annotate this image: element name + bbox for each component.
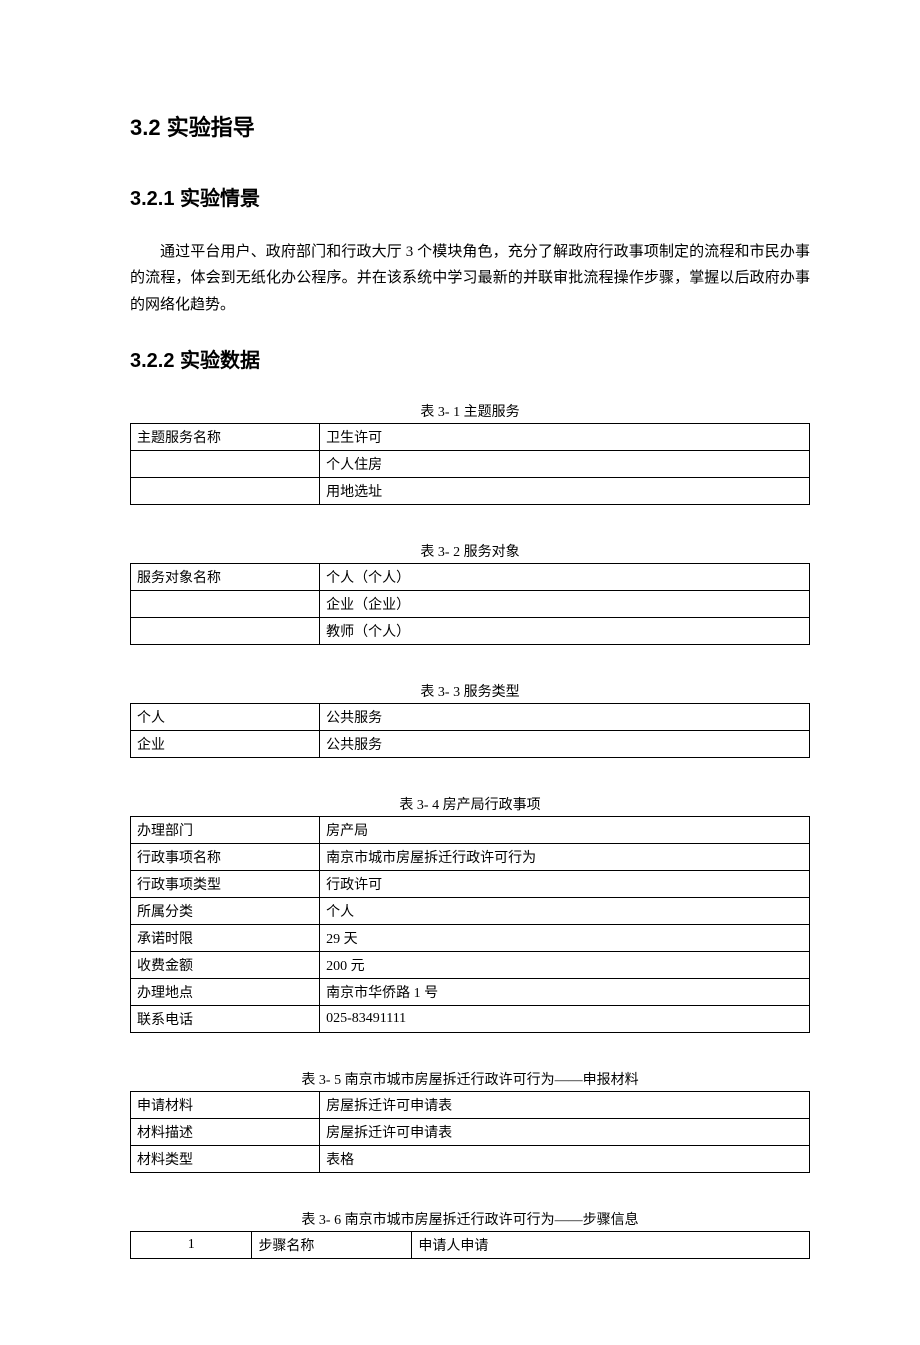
table-row: 行政事项名称南京市城市房屋拆迁行政许可行为 — [131, 843, 810, 870]
table-cell: 房屋拆迁许可申请表 — [320, 1118, 810, 1145]
table-row: 教师（个人） — [131, 617, 810, 644]
table-cell: 房屋拆迁许可申请表 — [320, 1091, 810, 1118]
table-cell: 个人 — [320, 897, 810, 924]
table-row: 联系电话025-83491111 — [131, 1005, 810, 1032]
table-cell: 用地选址 — [320, 477, 810, 504]
table-cell: 行政事项名称 — [131, 843, 320, 870]
document-page: 3.2 实验指导 3.2.1 实验情景 通过平台用户、政府部门和行政大厅 3 个… — [0, 0, 920, 1345]
table-cell: 申请人申请 — [412, 1231, 810, 1258]
table-row: 行政事项类型行政许可 — [131, 870, 810, 897]
table-cell: 承诺时限 — [131, 924, 320, 951]
table-row: 承诺时限29 天 — [131, 924, 810, 951]
table-cell: 南京市华侨路 1 号 — [320, 978, 810, 1005]
table-row: 收费金额200 元 — [131, 951, 810, 978]
table-row: 企业 公共服务 — [131, 730, 810, 757]
table-3-3-caption: 表 3- 3 服务类型 — [130, 681, 810, 701]
table-cell: 材料类型 — [131, 1145, 320, 1172]
table-row: 申请材料房屋拆迁许可申请表 — [131, 1091, 810, 1118]
table-cell: 1 — [131, 1231, 252, 1258]
table-3-2-caption: 表 3- 2 服务对象 — [130, 541, 810, 561]
table-3-1: 主题服务名称 卫生许可 个人住房 用地选址 — [130, 423, 810, 505]
table-row: 材料描述房屋拆迁许可申请表 — [131, 1118, 810, 1145]
table-cell — [131, 590, 320, 617]
table-cell: 个人 — [131, 703, 320, 730]
table-row: 材料类型表格 — [131, 1145, 810, 1172]
table-cell: 200 元 — [320, 951, 810, 978]
table-cell — [131, 477, 320, 504]
table-row: 企业（企业） — [131, 590, 810, 617]
table-row: 办理部门房产局 — [131, 816, 810, 843]
table-3-6-caption: 表 3- 6 南京市城市房屋拆迁行政许可行为——步骤信息 — [130, 1209, 810, 1229]
heading-3-2-2: 3.2.2 实验数据 — [130, 344, 810, 373]
table-cell: 收费金额 — [131, 951, 320, 978]
table-cell: 南京市城市房屋拆迁行政许可行为 — [320, 843, 810, 870]
table-cell: 步骤名称 — [252, 1231, 412, 1258]
table-cell: 行政许可 — [320, 870, 810, 897]
table-3-1-caption: 表 3- 1 主题服务 — [130, 401, 810, 421]
table-cell: 29 天 — [320, 924, 810, 951]
table-cell: 教师（个人） — [320, 617, 810, 644]
table-cell: 联系电话 — [131, 1005, 320, 1032]
table-3-3: 个人 公共服务 企业 公共服务 — [130, 703, 810, 758]
table-3-2: 服务对象名称 个人（个人） 企业（企业） 教师（个人） — [130, 563, 810, 645]
table-cell: 企业（企业） — [320, 590, 810, 617]
table-3-5: 申请材料房屋拆迁许可申请表 材料描述房屋拆迁许可申请表 材料类型表格 — [130, 1091, 810, 1173]
heading-3-2-1: 3.2.1 实验情景 — [130, 182, 810, 211]
table-3-4: 办理部门房产局 行政事项名称南京市城市房屋拆迁行政许可行为 行政事项类型行政许可… — [130, 816, 810, 1033]
heading-3-2: 3.2 实验指导 — [130, 110, 810, 142]
table-cell: 025-83491111 — [320, 1005, 810, 1032]
table-cell: 行政事项类型 — [131, 870, 320, 897]
table-cell — [131, 617, 320, 644]
table-row: 所属分类个人 — [131, 897, 810, 924]
table-row: 个人 公共服务 — [131, 703, 810, 730]
table-cell: 房产局 — [320, 816, 810, 843]
table-cell: 公共服务 — [320, 730, 810, 757]
table-3-5-caption: 表 3- 5 南京市城市房屋拆迁行政许可行为——申报材料 — [130, 1069, 810, 1089]
paragraph-scenario: 通过平台用户、政府部门和行政大厅 3 个模块角色，充分了解政府行政事项制定的流程… — [130, 239, 810, 318]
table-cell — [131, 450, 320, 477]
table-row: 主题服务名称 卫生许可 — [131, 423, 810, 450]
table-row: 用地选址 — [131, 477, 810, 504]
table-row: 个人住房 — [131, 450, 810, 477]
table-cell: 办理部门 — [131, 816, 320, 843]
table-row: 服务对象名称 个人（个人） — [131, 563, 810, 590]
table-3-6: 1 步骤名称 申请人申请 — [130, 1231, 810, 1259]
table-cell: 企业 — [131, 730, 320, 757]
table-cell: 主题服务名称 — [131, 423, 320, 450]
table-cell: 办理地点 — [131, 978, 320, 1005]
table-row: 办理地点南京市华侨路 1 号 — [131, 978, 810, 1005]
table-cell: 表格 — [320, 1145, 810, 1172]
table-cell: 公共服务 — [320, 703, 810, 730]
table-cell: 个人（个人） — [320, 563, 810, 590]
table-row: 1 步骤名称 申请人申请 — [131, 1231, 810, 1258]
table-cell: 卫生许可 — [320, 423, 810, 450]
table-cell: 材料描述 — [131, 1118, 320, 1145]
table-3-4-caption: 表 3- 4 房产局行政事项 — [130, 794, 810, 814]
table-cell: 所属分类 — [131, 897, 320, 924]
table-cell: 申请材料 — [131, 1091, 320, 1118]
table-cell: 个人住房 — [320, 450, 810, 477]
table-cell: 服务对象名称 — [131, 563, 320, 590]
